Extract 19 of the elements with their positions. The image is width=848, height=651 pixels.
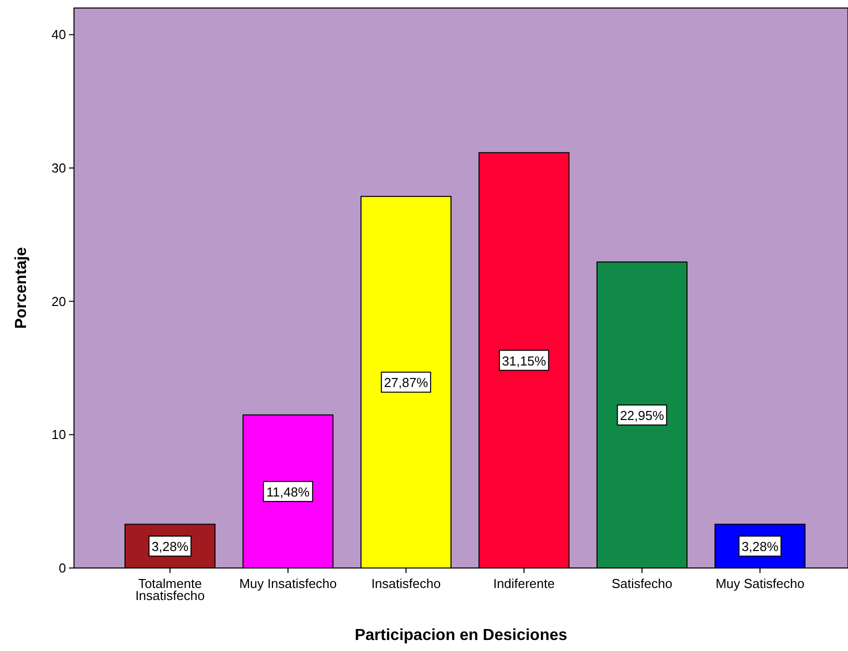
data-label: 3,28% [742, 539, 779, 554]
x-tick-label: Muy Satisfecho [716, 576, 804, 591]
y-tick-label: 0 [58, 560, 66, 576]
y-tick-label: 10 [52, 427, 66, 442]
x-tick-label: Indiferente [493, 576, 555, 591]
data-label: 22,95% [620, 408, 664, 423]
y-tick-label: 30 [52, 160, 66, 176]
x-tick-label: Insatisfecho [371, 576, 441, 591]
data-label: 31,15% [502, 353, 546, 368]
x-tick-label: Totalmente Insatisfecho [135, 576, 205, 603]
y-tick-label: 40 [52, 27, 66, 42]
x-tick-label: Muy Insatisfecho [239, 576, 337, 591]
data-label: 3,28% [152, 539, 189, 554]
data-label: 11,48% [266, 484, 310, 500]
data-label: 27,87% [384, 375, 428, 390]
x-axis-title: Participacion en Desiciones [354, 627, 568, 644]
y-axis-title: Porcentaje [13, 246, 30, 329]
x-tick-label: Satisfecho [612, 576, 672, 591]
y-tick-label: 20 [52, 294, 66, 309]
